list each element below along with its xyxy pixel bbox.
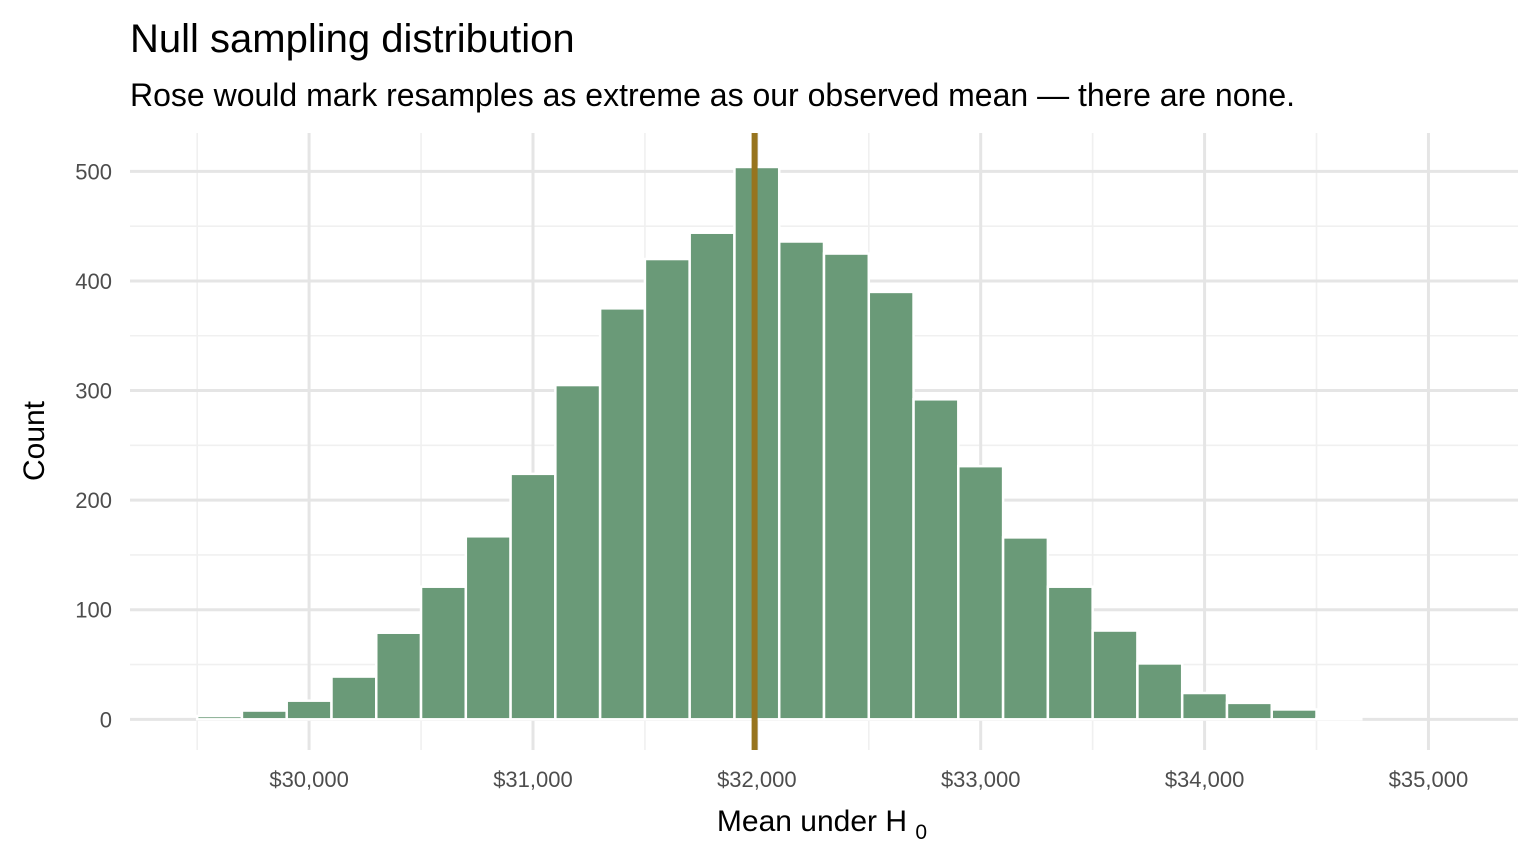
histogram-bar [509,472,557,721]
x-axis-title-text: Mean under [717,805,885,838]
y-tick-label: 500 [75,159,112,184]
x-tick-label: $35,000 [1389,767,1469,792]
y-tick-label: 100 [75,598,112,623]
histogram-bar [598,307,647,721]
histogram-bar [419,585,468,721]
histogram-bar [1091,629,1139,721]
histogram-bar [375,631,423,721]
histogram-bar [1270,708,1318,721]
x-axis-ticks: $30,000 $31,000 $32,000 $33,000 $34,000 $35,0… [269,767,1468,792]
chart-title: Null sampling distribution [130,17,575,61]
y-axis-title: Count [18,400,51,481]
chart-subtitle: Rose would mark resamples as extreme as … [130,77,1295,113]
histogram-bar [957,464,1005,721]
x-tick-label: $33,000 [941,767,1021,792]
x-axis-title-symbol: H [885,805,907,838]
histogram-bar [643,257,691,721]
x-axis-title-subscript: 0 [915,821,927,844]
histogram-bar [1136,662,1184,721]
x-tick-label: $30,000 [269,767,349,792]
x-axis-title: Mean under H 0 [717,805,927,844]
histogram-bar [195,714,244,721]
histogram-bar [554,383,602,721]
x-tick-label: $34,000 [1165,767,1245,792]
histogram-bar [1046,585,1094,721]
histogram-bar [1315,716,1363,721]
histogram-bar [330,675,378,721]
y-tick-label: 200 [75,488,112,513]
histogram-bar [1225,701,1273,721]
histogram-bars [195,165,1363,721]
y-axis-ticks: 0 100 200 300 400 500 [75,159,112,732]
y-tick-label: 400 [75,269,112,294]
y-tick-label: 300 [75,379,112,404]
histogram-bar [867,290,915,721]
histogram-bar [1180,691,1229,721]
histogram-bar [464,535,512,721]
histogram-bar [240,709,288,721]
x-tick-label: $32,000 [717,767,797,792]
y-tick-label: 0 [100,707,112,732]
histogram-bar [777,240,826,721]
histogram-bar [285,699,333,721]
histogram-bar [1001,536,1050,721]
x-tick-label: $31,000 [493,767,573,792]
histogram-bar [822,252,871,721]
histogram-bar [688,231,736,721]
histogram-bar [912,398,960,721]
